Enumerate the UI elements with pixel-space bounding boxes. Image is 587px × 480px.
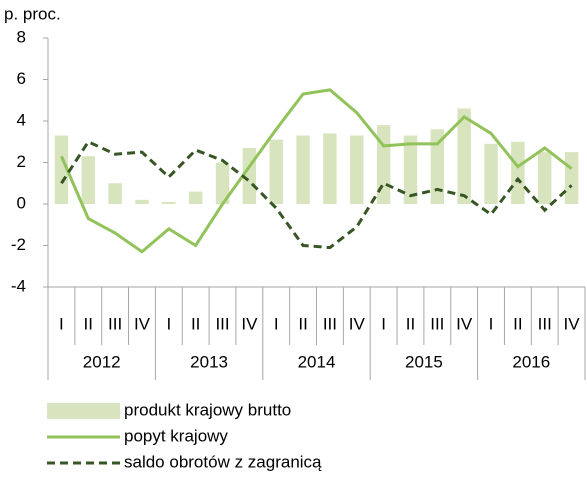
bar	[484, 143, 498, 204]
x-tick-label: II	[513, 314, 522, 333]
year-label: 2013	[190, 352, 228, 371]
x-tick-label: III	[215, 314, 229, 333]
y-tick-label: -2	[11, 235, 26, 254]
x-tick-label: IV	[456, 314, 473, 333]
x-tick-label: I	[166, 314, 171, 333]
bar	[430, 129, 445, 204]
x-tick-label: IV	[134, 314, 151, 333]
bar	[108, 183, 122, 204]
x-tick-label: II	[298, 314, 307, 333]
x-tick-label: IV	[564, 314, 581, 333]
y-tick-label: 2	[17, 152, 26, 171]
year-label: 2014	[298, 352, 336, 371]
x-tick-label: II	[84, 314, 93, 333]
y-tick-label: 8	[17, 27, 26, 46]
bar	[350, 135, 364, 204]
legend-label: saldo obrotów z zagranicą	[124, 452, 322, 471]
line	[60, 139, 573, 250]
bar	[511, 141, 525, 204]
year-label: 2012	[83, 352, 121, 371]
bar	[54, 135, 69, 204]
y-tick-label: 6	[17, 69, 26, 88]
x-tick-label: III	[430, 314, 444, 333]
x-tick-label: IV	[241, 314, 258, 333]
year-label: 2015	[405, 352, 443, 371]
bar	[296, 135, 310, 204]
year-label: 2016	[512, 352, 550, 371]
bar	[215, 162, 230, 204]
x-tick-label: III	[323, 314, 337, 333]
bar	[564, 152, 579, 204]
bar	[457, 108, 471, 204]
bar	[403, 135, 418, 204]
bar	[135, 199, 149, 204]
x-tick-label: I	[59, 314, 64, 333]
bar	[81, 156, 95, 204]
y-tick-label: -4	[11, 276, 26, 295]
x-tick-label: I	[381, 314, 386, 333]
bar	[162, 201, 176, 204]
x-tick-label: II	[191, 314, 200, 333]
y-tick-label: 0	[17, 193, 26, 212]
bar	[538, 152, 552, 204]
x-tick-label: IV	[349, 314, 366, 333]
legend-label: popyt krajowy	[124, 426, 228, 445]
y-tick-label: 4	[17, 110, 26, 129]
x-tick-label: I	[274, 314, 279, 333]
bar	[269, 139, 283, 204]
x-tick-label: II	[406, 314, 415, 333]
x-tick-label: III	[108, 314, 122, 333]
y-axis-label: p. proc.	[4, 4, 61, 23]
x-tick-label: III	[538, 314, 552, 333]
bar	[188, 191, 203, 204]
line	[60, 88, 573, 254]
legend-swatch	[47, 403, 120, 419]
legend-label: produkt krajowy brutto	[124, 400, 291, 419]
bar	[323, 133, 337, 204]
x-tick-label: I	[489, 314, 494, 333]
